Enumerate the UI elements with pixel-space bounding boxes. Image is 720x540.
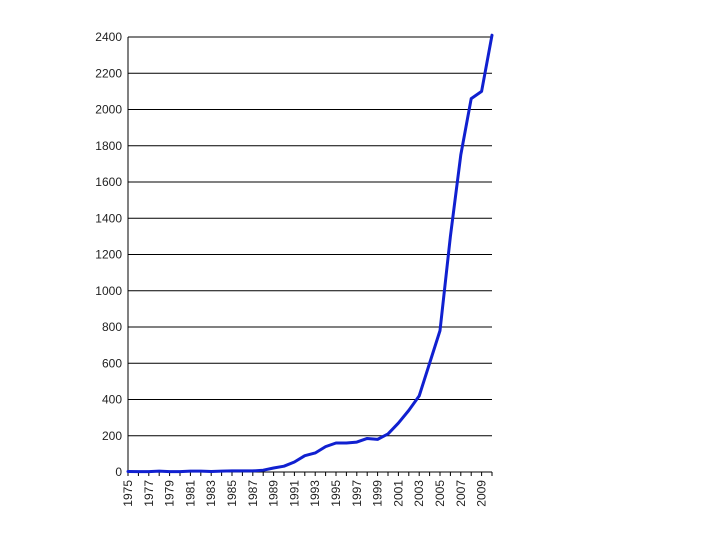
y-tick-label: 800 [102, 320, 122, 334]
x-tick-label: 1993 [308, 480, 322, 507]
x-tick-label: 2007 [454, 480, 468, 507]
data-point [303, 454, 306, 457]
data-point [127, 470, 130, 473]
x-tick-label: 2009 [475, 480, 489, 507]
data-point [439, 329, 442, 332]
data-point [470, 97, 473, 100]
data-point [241, 469, 244, 472]
x-tick-label: 1985 [225, 480, 239, 507]
data-point [210, 470, 213, 473]
y-tick-label: 1200 [95, 248, 122, 262]
x-tick-label: 2005 [433, 480, 447, 507]
data-point [147, 470, 150, 473]
y-tick-label: 400 [102, 393, 122, 407]
x-tick-label: 1975 [121, 480, 135, 507]
data-point [231, 469, 234, 472]
data-point [335, 442, 338, 445]
y-tick-label: 1400 [95, 211, 122, 225]
data-point [397, 422, 400, 425]
x-tick-label: 1981 [183, 480, 197, 507]
data-point [251, 469, 254, 472]
data-point [355, 441, 358, 444]
y-tick-label: 600 [102, 356, 122, 370]
y-tick-label: 200 [102, 429, 122, 443]
y-tick-label: 0 [115, 465, 122, 479]
data-point [199, 470, 202, 473]
x-tick-label: 1987 [246, 480, 260, 507]
y-tick-label: 1800 [95, 139, 122, 153]
data-point [324, 445, 327, 448]
x-tick-label: 1983 [204, 480, 218, 507]
data-point [387, 432, 390, 435]
data-point [179, 470, 182, 473]
x-tick-label: 1977 [142, 480, 156, 507]
data-point [418, 394, 421, 397]
data-point [137, 470, 140, 473]
y-tick-label: 2200 [95, 66, 122, 80]
data-point [491, 34, 494, 37]
y-tick-label: 2000 [95, 103, 122, 117]
x-tick-label: 1989 [267, 480, 281, 507]
data-point [314, 451, 317, 454]
data-point [449, 235, 452, 238]
data-point [189, 470, 192, 473]
data-point [283, 465, 286, 468]
data-point [345, 442, 348, 445]
x-tick-label: 1991 [287, 480, 301, 507]
data-point [168, 470, 171, 473]
x-tick-label: 1995 [329, 480, 343, 507]
y-tick-label: 1000 [95, 284, 122, 298]
y-tick-label: 1600 [95, 175, 122, 189]
series-line-0 [126, 33, 494, 474]
x-tick-label: 1979 [163, 480, 177, 507]
data-point [262, 469, 265, 472]
data-point [407, 409, 410, 412]
data-point [428, 362, 431, 365]
data-point [293, 461, 296, 464]
x-tick-label: 1999 [371, 480, 385, 507]
x-tick-label: 1997 [350, 480, 364, 507]
data-point [220, 470, 223, 473]
data-point [272, 467, 275, 470]
data-point [459, 153, 462, 156]
data-point [480, 90, 483, 93]
x-tick-label: 2001 [391, 480, 405, 507]
y-tick-label: 2400 [95, 30, 122, 44]
data-point [158, 470, 161, 473]
data-point [366, 437, 369, 440]
data-point [376, 438, 379, 441]
x-tick-label: 2003 [412, 480, 426, 507]
